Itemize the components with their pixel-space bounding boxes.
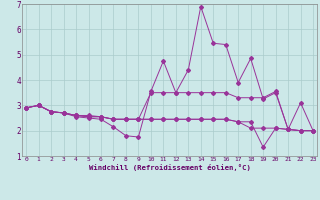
X-axis label: Windchill (Refroidissement éolien,°C): Windchill (Refroidissement éolien,°C): [89, 164, 251, 171]
